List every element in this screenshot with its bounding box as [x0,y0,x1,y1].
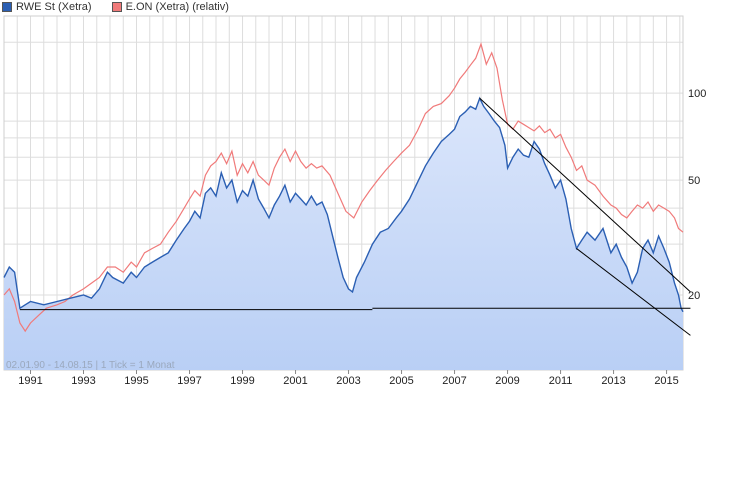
trend-line-4 [576,248,691,336]
legend-label-rwe: RWE St (Xetra) [16,1,92,13]
x-tick-label: 1993 [71,375,95,387]
x-tick-label: 2015 [654,375,678,387]
x-tick-label: 2009 [495,375,519,387]
x-tick-label: 2001 [283,375,307,387]
series-area-rwe [4,98,683,371]
chart-series [3,42,684,371]
x-tick-label: 1997 [177,375,201,387]
y-tick-label: 50 [688,175,700,187]
legend-swatch-rwe [2,2,12,12]
chart-axes: 1991 1993 1995 1997 1999 2001 2003 2005 2007 2009… [18,88,706,387]
legend-label-eon: E.ON (Xetra) (relativ) [125,1,229,13]
legend-item-eon[interactable]: E.ON (Xetra) (relativ) [111,1,229,13]
legend-swatch-eon [111,2,122,12]
x-tick-label: 2013 [601,375,625,387]
trend-line-3 [479,97,691,293]
trend-lines [19,97,691,336]
x-tick-label: 2011 [549,375,573,387]
x-tick-label: 1991 [18,375,42,387]
legend-item-rwe[interactable]: RWE St (Xetra) [2,1,92,13]
chart-footnote: 02.01.90 - 14.08.15 | 1 Tick = 1 Monat [6,360,175,371]
x-tick-label: 1995 [124,375,148,387]
x-tick-label: 1999 [230,375,254,387]
x-tick-label: 2007 [442,375,466,387]
series-line-eon [3,42,684,333]
y-tick-label: 100 [688,88,706,100]
y-tick-label: 20 [688,290,700,302]
x-tick-label: 2005 [389,375,413,387]
chart-legend: RWE St (Xetra) E.ON (Xetra) (relativ) [2,1,229,13]
x-tick-label: 2003 [336,375,360,387]
series-line-rwe [3,96,684,313]
